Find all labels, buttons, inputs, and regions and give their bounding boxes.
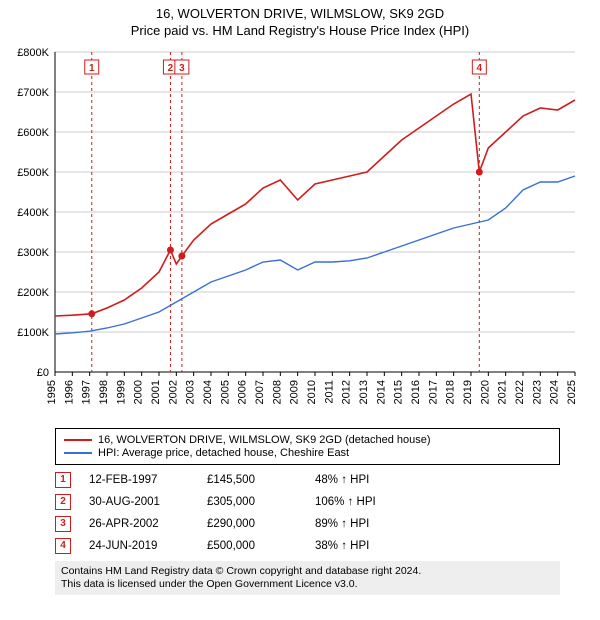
x-tick-label: 2010 [306, 380, 318, 404]
x-tick-label: 2007 [254, 380, 266, 404]
x-tick-label: 2025 [566, 380, 578, 404]
chart-title: 16, WOLVERTON DRIVE, WILMSLOW, SK9 2GD [0, 6, 600, 21]
sale-row-date: 12-FEB-1997 [89, 474, 189, 486]
legend-swatch [64, 439, 92, 441]
x-tick-label: 2009 [289, 380, 301, 404]
x-tick-label: 2016 [410, 380, 422, 404]
x-tick-label: 2003 [185, 380, 197, 404]
x-tick-label: 2024 [549, 380, 561, 404]
sale-row-price: £145,500 [207, 474, 297, 486]
x-tick-label: 2017 [427, 380, 439, 404]
y-tick-label: £200K [17, 287, 49, 299]
y-tick-label: £0 [37, 367, 49, 379]
sale-marker-label: 2 [168, 63, 174, 74]
x-tick-label: 2004 [202, 380, 214, 404]
sale-row: 2 30-AUG-2001 £305,000 106% ↑ HPI [55, 491, 560, 513]
sale-row-pct: 38% ↑ HPI [315, 540, 405, 552]
x-tick-label: 1999 [115, 380, 127, 404]
sale-row-marker: 4 [55, 538, 71, 554]
x-tick-label: 2019 [462, 380, 474, 404]
sale-row: 1 12-FEB-1997 £145,500 48% ↑ HPI [55, 469, 560, 491]
x-tick-label: 2005 [219, 380, 231, 404]
footnote-line: Contains HM Land Registry data © Crown c… [61, 565, 554, 578]
y-tick-label: £500K [17, 167, 49, 179]
y-tick-label: £300K [17, 247, 49, 259]
price-chart: £0 £100K £200K £300K £400K £500K £600K £700K £80… [0, 42, 600, 422]
footnote-line: This data is licensed under the Open Gov… [61, 578, 554, 591]
sale-marker-label: 4 [477, 63, 483, 74]
y-tick-label: £700K [17, 87, 49, 99]
x-tick-label: 2000 [133, 380, 145, 404]
sale-row: 4 24-JUN-2019 £500,000 38% ↑ HPI [55, 535, 560, 557]
series-hpi [55, 176, 575, 334]
legend-label: 16, WOLVERTON DRIVE, WILMSLOW, SK9 2GD (… [98, 434, 431, 446]
sale-row: 3 26-APR-2002 £290,000 89% ↑ HPI [55, 513, 560, 535]
sale-row-pct: 48% ↑ HPI [315, 474, 405, 486]
sale-row-date: 24-JUN-2019 [89, 540, 189, 552]
chart-subtitle: Price paid vs. HM Land Registry's House … [0, 23, 600, 38]
y-tick-label: £600K [17, 127, 49, 139]
x-tick-label: 1995 [46, 380, 58, 404]
x-tick-label: 2023 [531, 380, 543, 404]
x-tick-label: 2014 [375, 380, 387, 404]
footnote: Contains HM Land Registry data © Crown c… [55, 561, 560, 595]
x-tick-label: 2015 [393, 380, 405, 404]
legend-item: 16, WOLVERTON DRIVE, WILMSLOW, SK9 2GD (… [64, 434, 551, 446]
sale-row-date: 26-APR-2002 [89, 518, 189, 530]
chart-container: £0 £100K £200K £300K £400K £500K £600K £700K £80… [0, 42, 600, 422]
legend-item: HPI: Average price, detached house, Ches… [64, 447, 551, 459]
legend-swatch [64, 452, 92, 454]
sale-row-date: 30-AUG-2001 [89, 496, 189, 508]
sale-row-marker: 3 [55, 516, 71, 532]
y-tick-label: £800K [17, 47, 49, 59]
x-tick-label: 2001 [150, 380, 162, 404]
x-tick-label: 1996 [63, 380, 75, 404]
sale-row-price: £305,000 [207, 496, 297, 508]
sale-marker-label: 3 [179, 63, 185, 74]
x-tick-label: 2020 [479, 380, 491, 404]
y-tick-label: £400K [17, 207, 49, 219]
x-tick-label: 1998 [98, 380, 110, 404]
sale-row-pct: 89% ↑ HPI [315, 518, 405, 530]
sale-row-price: £500,000 [207, 540, 297, 552]
legend-label: HPI: Average price, detached house, Ches… [98, 447, 349, 459]
x-tick-label: 2012 [341, 380, 353, 404]
x-tick-label: 2006 [237, 380, 249, 404]
x-tick-label: 1997 [81, 380, 93, 404]
sale-marker-label: 1 [89, 63, 95, 74]
x-tick-label: 2013 [358, 380, 370, 404]
series-property [55, 94, 575, 316]
x-tick-label: 2008 [271, 380, 283, 404]
sales-table: 1 12-FEB-1997 £145,500 48% ↑ HPI 2 30-AUG-200… [55, 469, 560, 557]
sale-row-marker: 1 [55, 472, 71, 488]
x-tick-label: 2018 [445, 380, 457, 404]
sale-row-price: £290,000 [207, 518, 297, 530]
y-tick-label: £100K [17, 327, 49, 339]
x-tick-label: 2011 [323, 380, 335, 404]
legend: 16, WOLVERTON DRIVE, WILMSLOW, SK9 2GD (… [55, 428, 560, 465]
x-tick-label: 2002 [167, 380, 179, 404]
x-tick-label: 2021 [497, 380, 509, 404]
sale-row-pct: 106% ↑ HPI [315, 496, 405, 508]
x-tick-label: 2022 [514, 380, 526, 404]
sale-row-marker: 2 [55, 494, 71, 510]
